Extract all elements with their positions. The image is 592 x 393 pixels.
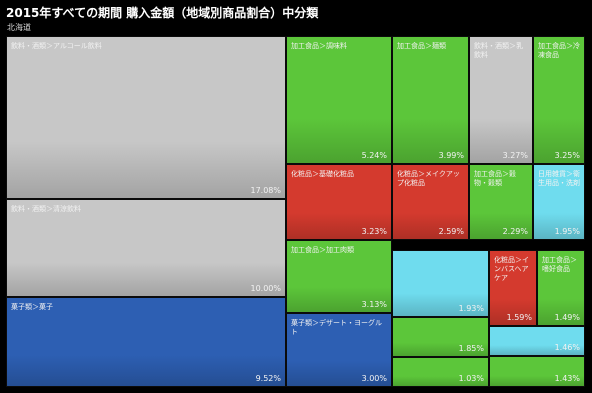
tile-label: 加工食品＞調味料 — [291, 42, 347, 50]
treemap-area: 飲料・酒類＞アルコール飲料 17.08% 飲料・酒類＞清涼飲料 10.00% 菓子類＞菓… — [6, 36, 585, 387]
tile-label: 加工食品＞嗜好食品 — [542, 256, 577, 273]
tile-value: 1.59% — [506, 313, 532, 322]
tile-label: 加工食品＞加工肉類 — [291, 246, 354, 254]
treemap-tile[interactable]: 化粧品＞メイクアップ化粧品 2.59% — [392, 164, 469, 240]
tile-label: 飲料・酒類＞乳飲料 — [474, 42, 523, 59]
tile-value: 1.43% — [554, 374, 580, 383]
tile-value: 3.23% — [361, 227, 387, 236]
tile-label: 加工食品＞麺類 — [397, 42, 446, 50]
tile-value: 3.00% — [361, 374, 387, 383]
tile-label: 菓子類＞菓子 — [11, 303, 53, 311]
tile-label: 化粧品＞インバスヘアケア — [494, 256, 529, 282]
treemap-tile[interactable]: 加工食品＞加工肉類 3.13% — [286, 240, 392, 313]
treemap-tile[interactable]: 菓子類＞菓子 9.52% — [6, 297, 286, 387]
treemap-tile[interactable]: 化粧品＞基礎化粧品 3.23% — [286, 164, 392, 240]
tile-label: 飲料・酒類＞清涼飲料 — [11, 205, 81, 213]
tile-value: 3.99% — [438, 151, 464, 160]
treemap-tile[interactable]: 1.43% — [489, 356, 585, 387]
tile-label: 日用雑貨＞衛生用品・洗剤 — [538, 170, 580, 187]
tile-label: 菓子類＞デザート・ヨーグルト — [291, 319, 382, 336]
treemap-tile[interactable]: 加工食品＞調味料 5.24% — [286, 36, 392, 164]
tile-label: 加工食品＞冷凍食品 — [538, 42, 580, 59]
tile-value: 1.95% — [554, 227, 580, 236]
tile-value: 17.08% — [250, 186, 281, 195]
tile-value: 1.46% — [554, 343, 580, 352]
chart-title: 2015年すべての期間 購入金額（地域別商品割合）中分類 — [6, 6, 319, 20]
treemap-tile[interactable]: 加工食品＞麺類 3.99% — [392, 36, 469, 164]
treemap-tile[interactable]: 1.85% — [392, 317, 489, 357]
chart-subtitle: 北海道 — [7, 23, 31, 32]
tile-value: 3.25% — [554, 151, 580, 160]
treemap-tile[interactable]: 1.46% — [489, 326, 585, 356]
tile-value: 1.03% — [458, 374, 484, 383]
tile-value: 10.00% — [250, 284, 281, 293]
tile-label: 飲料・酒類＞アルコール飲料 — [11, 42, 102, 50]
treemap-tile[interactable]: 飲料・酒類＞アルコール飲料 17.08% — [6, 36, 286, 199]
tile-label: 化粧品＞基礎化粧品 — [291, 170, 354, 178]
treemap-tile[interactable]: 菓子類＞デザート・ヨーグルト 3.00% — [286, 313, 392, 387]
treemap-tile[interactable]: 1.03% — [392, 357, 489, 387]
treemap-tile[interactable]: 加工食品＞穀物・穀類 2.29% — [469, 164, 533, 240]
tile-label: 化粧品＞メイクアップ化粧品 — [397, 170, 460, 187]
tile-value: 3.27% — [502, 151, 528, 160]
tile-value: 2.29% — [502, 227, 528, 236]
treemap-tile[interactable]: 飲料・酒類＞清涼飲料 10.00% — [6, 199, 286, 297]
tile-value: 2.59% — [438, 227, 464, 236]
tile-value: 5.24% — [361, 151, 387, 160]
treemap-tile[interactable]: 化粧品＞インバスヘアケア 1.59% — [489, 250, 537, 326]
tile-value: 1.93% — [458, 304, 484, 313]
treemap-tile[interactable]: 1.93% — [392, 250, 489, 317]
treemap-tile[interactable]: 加工食品＞冷凍食品 3.25% — [533, 36, 585, 164]
treemap-tile[interactable]: 日用雑貨＞衛生用品・洗剤 1.95% — [533, 164, 585, 240]
tile-value: 1.49% — [554, 313, 580, 322]
tile-value: 1.85% — [458, 344, 484, 353]
treemap-tile[interactable]: 飲料・酒類＞乳飲料 3.27% — [469, 36, 533, 164]
tile-value: 3.13% — [361, 300, 387, 309]
treemap-tile[interactable]: 加工食品＞嗜好食品 1.49% — [537, 250, 585, 326]
tile-label: 加工食品＞穀物・穀類 — [474, 170, 516, 187]
tile-value: 9.52% — [255, 374, 281, 383]
